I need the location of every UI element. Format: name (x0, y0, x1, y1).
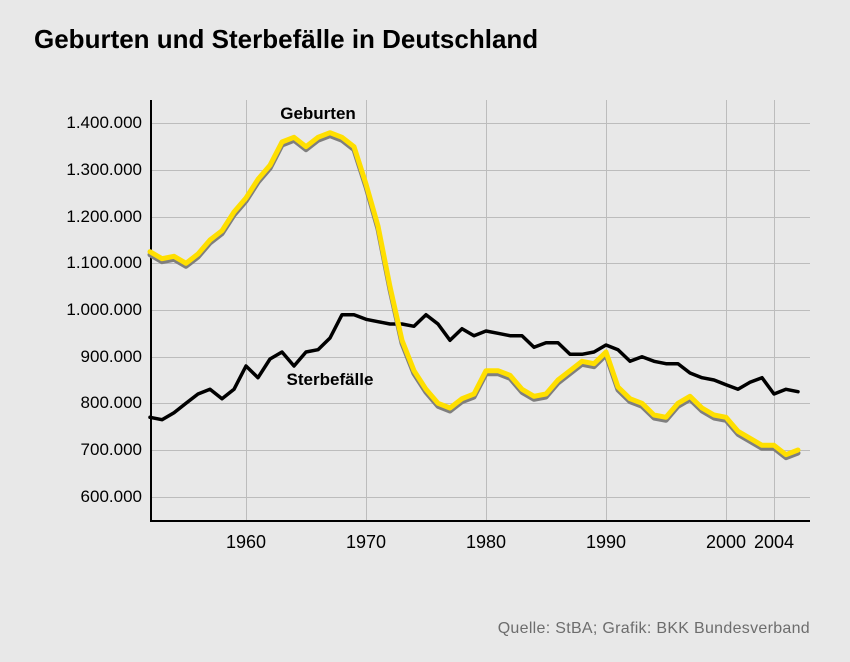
chart-title: Geburten und Sterbefälle in Deutschland (34, 24, 538, 55)
series-label-sterbefaelle: Sterbefälle (287, 370, 374, 390)
series-label-geburten: Geburten (280, 104, 356, 124)
series-geburten (150, 133, 798, 455)
chart-plot: 600.000700.000800.000900.0001.000.0001.1… (50, 100, 810, 540)
chart-lines (50, 100, 810, 540)
chart-source: Quelle: StBA; Grafik: BKK Bundesverband (498, 620, 810, 638)
